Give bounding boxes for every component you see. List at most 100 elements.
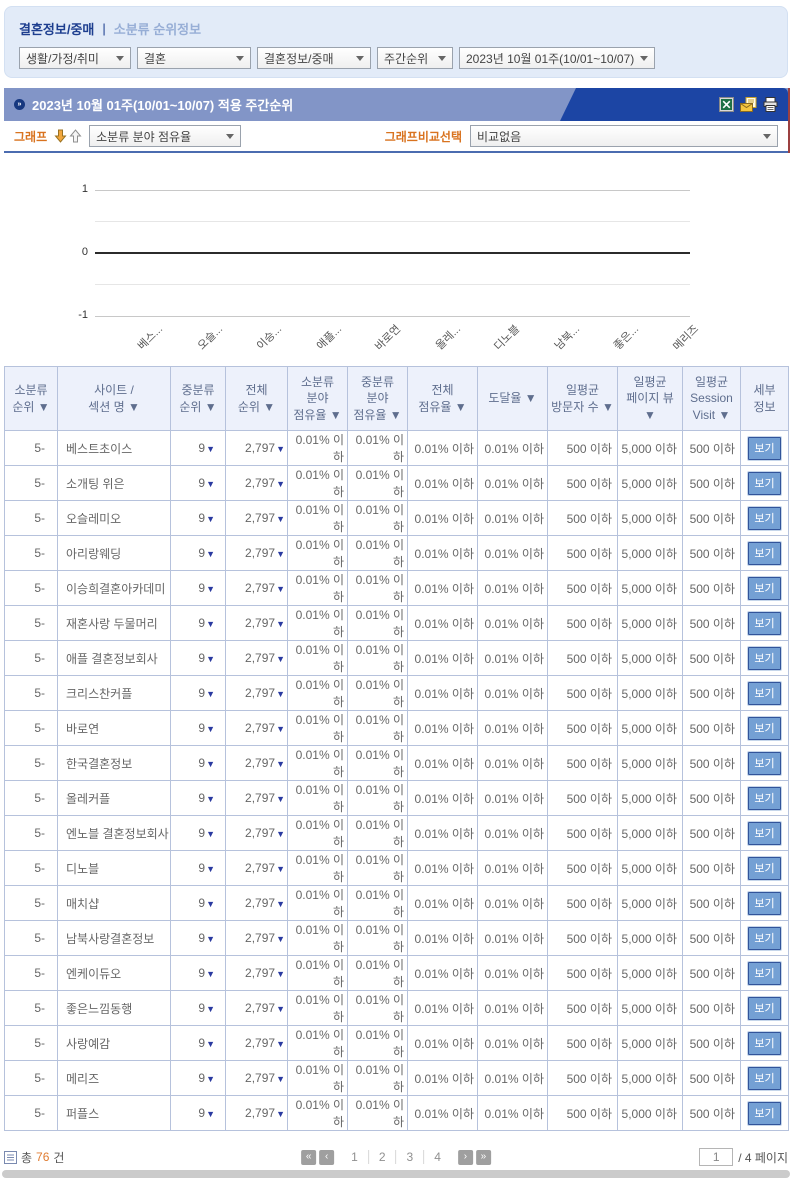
daily-pageviews-cell: 5,000 이하 bbox=[617, 675, 683, 711]
total-rank-cell: 2,797▼ bbox=[225, 430, 288, 466]
site-name-cell: 남북사랑결혼정보 bbox=[57, 920, 171, 956]
total-share-cell: 0.01% 이하 bbox=[407, 1025, 478, 1061]
view-button[interactable]: 보기 bbox=[748, 541, 781, 565]
page-number[interactable]: 3 bbox=[395, 1150, 424, 1164]
last-page-button[interactable]: » bbox=[475, 1149, 491, 1165]
daily-visitors-cell: 500 이하 bbox=[547, 990, 618, 1026]
print-icon[interactable] bbox=[763, 97, 778, 112]
category2-value: 결혼 bbox=[144, 51, 167, 66]
midcategory-rank-cell: 9▼ bbox=[170, 640, 226, 676]
category3-select[interactable]: 결혼정보/중매 bbox=[257, 47, 371, 69]
period-select[interactable]: 2023년 10월 01주(10/01~10/07) bbox=[459, 47, 655, 69]
midcategory-rank-cell: 9▼ bbox=[170, 745, 226, 781]
subcategory-share-cell: 0.01% 이하 bbox=[287, 500, 348, 536]
column-header[interactable]: 중분류 분야 점유율 ▼ bbox=[347, 366, 408, 431]
arrow-up-icon[interactable] bbox=[69, 129, 82, 143]
bottom-scrollbar[interactable] bbox=[2, 1170, 790, 1178]
column-header[interactable]: 소분류 순위 ▼ bbox=[4, 366, 58, 431]
total-rank-cell: 2,797▼ bbox=[225, 710, 288, 746]
column-header[interactable]: 소분류 분야 점유율 ▼ bbox=[287, 366, 348, 431]
midcategory-share-cell: 0.01% 이하 bbox=[347, 955, 408, 991]
midcategory-share-cell: 0.01% 이하 bbox=[347, 710, 408, 746]
column-header[interactable]: 도달율 ▼ bbox=[477, 366, 548, 431]
tab-subcategory-rank-info[interactable]: 소분류 순위정보 bbox=[113, 22, 202, 37]
category2-select[interactable]: 결혼 bbox=[137, 47, 251, 69]
detail-cell: 보기 bbox=[740, 430, 789, 466]
view-button[interactable]: 보기 bbox=[748, 716, 781, 740]
view-button[interactable]: 보기 bbox=[748, 1066, 781, 1090]
column-header[interactable]: 전체 점유율 ▼ bbox=[407, 366, 478, 431]
daily-pageviews-cell: 5,000 이하 bbox=[617, 430, 683, 466]
subcategory-share-cell: 0.01% 이하 bbox=[287, 850, 348, 886]
view-button[interactable]: 보기 bbox=[748, 471, 781, 495]
subcategory-share-cell: 0.01% 이하 bbox=[287, 640, 348, 676]
view-button[interactable]: 보기 bbox=[748, 1031, 781, 1055]
view-button[interactable]: 보기 bbox=[748, 891, 781, 915]
daily-visitors-cell: 500 이하 bbox=[547, 1060, 618, 1096]
next-page-button[interactable]: › bbox=[457, 1149, 473, 1165]
view-button[interactable]: 보기 bbox=[748, 576, 781, 600]
view-button[interactable]: 보기 bbox=[748, 996, 781, 1020]
daily-pageviews-cell: 5,000 이하 bbox=[617, 885, 683, 921]
excel-icon[interactable] bbox=[719, 97, 734, 112]
prev-page-button[interactable]: ‹ bbox=[319, 1149, 335, 1165]
page-number[interactable]: 4 bbox=[423, 1150, 451, 1164]
total-rank-cell: 2,797▼ bbox=[225, 605, 288, 641]
arrow-down-icon[interactable] bbox=[54, 129, 67, 143]
reach-cell: 0.01% 이하 bbox=[477, 815, 548, 851]
total-share-cell: 0.01% 이하 bbox=[407, 570, 478, 606]
midcategory-rank-cell: 9▼ bbox=[170, 465, 226, 501]
column-header[interactable]: 전체 순위 ▼ bbox=[225, 366, 288, 431]
table-row: 5- 올레커플 9▼ 2,797▼ 0.01% 이하 0.01% 이하 0.01… bbox=[4, 780, 789, 816]
page-number[interactable]: 1 bbox=[351, 1150, 358, 1164]
share-chart: 1 0 -1 베스... 오슬... 이승... 애플... 바로연 올레... 디노블 남북… bbox=[4, 158, 788, 360]
midcategory-rank-cell: 9▼ bbox=[170, 990, 226, 1026]
view-button[interactable]: 보기 bbox=[748, 821, 781, 845]
down-triangle-icon: ▼ bbox=[276, 864, 285, 874]
total-rank-cell: 2,797▼ bbox=[225, 920, 288, 956]
total-share-cell: 0.01% 이하 bbox=[407, 850, 478, 886]
view-button[interactable]: 보기 bbox=[748, 646, 781, 670]
first-page-button[interactable]: « bbox=[301, 1149, 317, 1165]
view-button[interactable]: 보기 bbox=[748, 681, 781, 705]
detail-cell: 보기 bbox=[740, 1060, 789, 1096]
chevron-down-icon bbox=[116, 55, 124, 61]
view-button[interactable]: 보기 bbox=[748, 611, 781, 635]
site-name-cell: 매치샵 bbox=[57, 885, 171, 921]
view-button[interactable]: 보기 bbox=[748, 926, 781, 950]
mail-icon[interactable] bbox=[740, 97, 757, 112]
view-button[interactable]: 보기 bbox=[748, 436, 781, 460]
category1-select[interactable]: 생활/가정/취미 bbox=[19, 47, 131, 69]
daily-sessions-cell: 500 이하 bbox=[682, 640, 741, 676]
daily-sessions-cell: 500 이하 bbox=[682, 710, 741, 746]
tab-category-active[interactable]: 결혼정보/중매 bbox=[19, 22, 95, 37]
down-triangle-icon: ▼ bbox=[276, 759, 285, 769]
view-button[interactable]: 보기 bbox=[748, 1101, 781, 1125]
graph-compare-select[interactable]: 비교없음 bbox=[470, 125, 778, 147]
filter-row: 생활/가정/취미 결혼 결혼정보/중매 주간순위 2023년 10월 01주(1… bbox=[19, 47, 773, 69]
table-row: 5- 애플 결혼정보회사 9▼ 2,797▼ 0.01% 이하 0.01% 이하… bbox=[4, 640, 789, 676]
midcategory-share-cell: 0.01% 이하 bbox=[347, 640, 408, 676]
view-button[interactable]: 보기 bbox=[748, 751, 781, 775]
detail-cell: 보기 bbox=[740, 1025, 789, 1061]
column-header[interactable]: 중분류 순위 ▼ bbox=[170, 366, 226, 431]
view-button[interactable]: 보기 bbox=[748, 961, 781, 985]
column-header[interactable]: 일평균 Session Visit ▼ bbox=[682, 366, 741, 431]
daily-sessions-cell: 500 이하 bbox=[682, 465, 741, 501]
table-row: 5- 퍼플스 9▼ 2,797▼ 0.01% 이하 0.01% 이하 0.01%… bbox=[4, 1095, 789, 1131]
daily-pageviews-cell: 5,000 이하 bbox=[617, 1025, 683, 1061]
column-header[interactable]: 세부 정보 bbox=[740, 366, 789, 431]
down-triangle-icon: ▼ bbox=[206, 619, 215, 629]
subcategory-share-cell: 0.01% 이하 bbox=[287, 710, 348, 746]
view-button[interactable]: 보기 bbox=[748, 856, 781, 880]
page-input[interactable] bbox=[699, 1148, 734, 1166]
period-type-select[interactable]: 주간순위 bbox=[377, 47, 453, 69]
view-button[interactable]: 보기 bbox=[748, 506, 781, 530]
detail-cell: 보기 bbox=[740, 955, 789, 991]
view-button[interactable]: 보기 bbox=[748, 786, 781, 810]
page-number[interactable]: 2 bbox=[367, 1150, 396, 1164]
column-header[interactable]: 사이트 / 섹션 명 ▼ bbox=[57, 366, 171, 431]
graph-metric-select[interactable]: 소분류 분야 점유율 bbox=[89, 125, 242, 147]
column-header[interactable]: 일평균 페이지 뷰 ▼ bbox=[617, 366, 683, 431]
column-header[interactable]: 일평균 방문자 수 ▼ bbox=[547, 366, 618, 431]
